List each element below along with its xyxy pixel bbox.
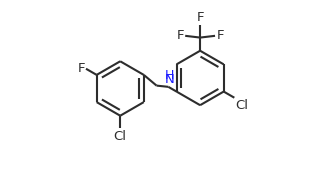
Text: F: F <box>176 29 184 42</box>
Text: N: N <box>164 73 174 87</box>
Text: Cl: Cl <box>235 99 248 112</box>
Text: H: H <box>165 69 174 82</box>
Text: Cl: Cl <box>114 130 127 143</box>
Text: F: F <box>78 62 85 75</box>
Text: F: F <box>216 29 224 42</box>
Text: F: F <box>196 11 204 24</box>
